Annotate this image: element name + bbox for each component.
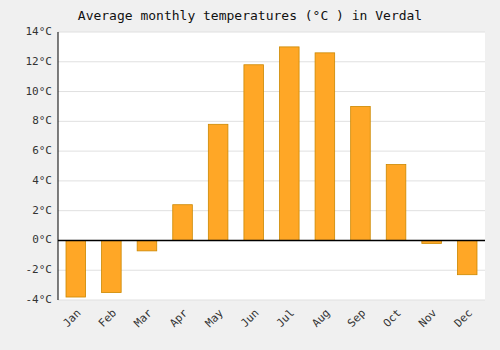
bar [66,240,86,297]
chart: -4°C -2°C 0°C 2°C 4°C 6°C 8°C 10°C 12°C 14°C Jan Fe… [0,0,500,350]
y-tick-label: 2°C [32,204,52,217]
grid-line [58,151,485,152]
y-axis-line [58,32,59,300]
bar [102,240,122,292]
y-tick-label: 12°C [26,55,53,68]
grid-line [58,300,485,301]
x-tick-label: Sep [345,307,368,330]
x-tick-label: Mar [131,306,155,330]
grid [58,32,485,300]
grid-line [58,240,485,241]
y-tick-label: -4°C [26,293,53,306]
y-tick-label: 0°C [32,233,52,246]
zero-line [58,240,485,242]
bar [137,240,157,250]
grid-line [58,32,485,33]
y-tick-label: -2°C [26,263,53,276]
bar [244,65,264,241]
x-tick-label: Aug [309,307,332,330]
background [0,0,500,350]
x-tick-label: Apr [167,306,191,330]
x-tick-label: Oct [381,307,404,330]
bar [315,53,335,241]
grid-line [58,180,485,181]
grid-line [58,91,485,92]
bars [66,47,477,297]
x-tick-label: Dec [452,307,475,330]
x-tick-label: May [203,306,227,330]
chart-container: -4°C -2°C 0°C 2°C 4°C 6°C 8°C 10°C 12°C 14°C Jan Fe… [0,0,500,350]
y-tick-label: 10°C [26,85,53,98]
bar [386,165,406,241]
x-tick-label: Nov [416,306,440,330]
x-tick-label: Jul [274,307,297,330]
title: Average monthly temperatures (°C ) in Ve… [78,8,422,23]
y-tick-label: 4°C [32,174,52,187]
x-tick-label: Feb [96,307,119,330]
bar [457,240,477,274]
bar [351,106,371,240]
grid-line [58,61,485,62]
bar [280,47,300,241]
grid-line [58,210,485,211]
bar [208,124,228,240]
x-tick-label: Jun [238,307,261,330]
grid-line [58,270,485,271]
grid-line [58,121,485,122]
y-tick-label: 6°C [32,144,52,157]
y-tick-label: 8°C [32,114,52,127]
y-tick-label: 14°C [26,25,53,38]
x-tick-label: Jan [60,307,83,330]
plot-area [58,32,485,300]
bar [173,205,193,241]
